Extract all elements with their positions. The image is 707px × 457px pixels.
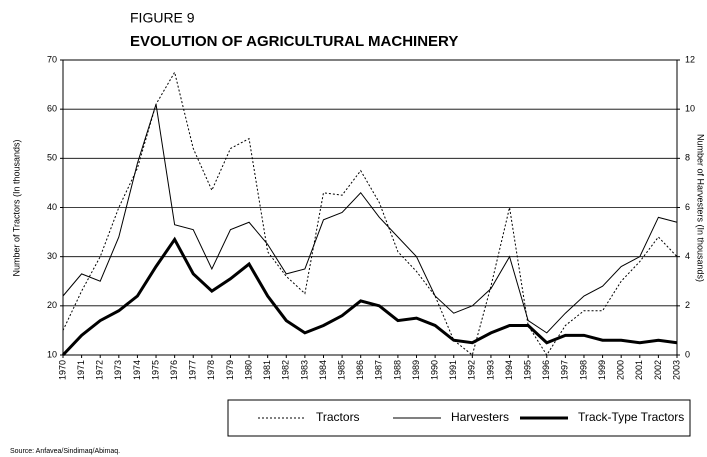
x-tick-label: 1992 (467, 360, 477, 380)
y-tick-label: 50 (47, 153, 57, 163)
y2-tick-label: 0 (685, 349, 690, 359)
x-tick-label: 1976 (169, 360, 179, 380)
x-tick-label: 2000 (616, 360, 626, 380)
x-tick-label: 1983 (299, 360, 309, 380)
y-tick-label: 60 (47, 104, 57, 114)
legend-box (227, 399, 691, 437)
x-tick-label: 1982 (281, 360, 291, 380)
x-tick-label: 1994 (504, 360, 514, 380)
x-tick-label: 1987 (374, 360, 384, 380)
x-tick-label: 1984 (318, 360, 328, 380)
x-tick-label: 1972 (95, 360, 105, 380)
y-tick-label: 10 (47, 349, 57, 359)
x-tick-label: 1996 (541, 360, 551, 380)
y-tick-label: 70 (47, 54, 57, 64)
x-tick-label: 2003 (671, 360, 681, 380)
x-tick-label: 1995 (523, 360, 533, 380)
x-tick-label: 1974 (132, 360, 142, 380)
x-tick-label: 1993 (485, 360, 495, 380)
x-tick-label: 1980 (243, 360, 253, 380)
y2-tick-label: 2 (685, 300, 690, 310)
y-tick-label: 20 (47, 300, 57, 310)
chart-title: EVOLUTION OF AGRICULTURAL MACHINERY (130, 33, 458, 50)
x-tick-label: 1978 (206, 360, 216, 380)
x-tick-label: 1997 (560, 360, 570, 380)
x-tick-label: 1970 (57, 360, 67, 380)
x-tick-label: 1981 (262, 360, 272, 380)
x-tick-label: 1977 (188, 360, 198, 380)
x-tick-label: 1988 (392, 360, 402, 380)
source-note: Source: Anfavea/Sindimaq/Abimaq. (10, 448, 120, 455)
x-tick-label: 1991 (448, 360, 458, 380)
y-tick-label: 30 (47, 251, 57, 261)
y2-tick-label: 6 (685, 202, 690, 212)
x-tick-label: 1979 (225, 360, 235, 380)
plot-frame (62, 59, 678, 356)
legend-label: Tractors (316, 410, 360, 424)
x-tick-label: 1986 (355, 360, 365, 380)
series-line (61, 236, 678, 357)
y-tick-label: 40 (47, 202, 57, 212)
x-tick-label: 1973 (113, 360, 123, 380)
x-tick-label: 1975 (150, 360, 160, 380)
x-tick-label: 2001 (634, 360, 644, 380)
y2-tick-label: 12 (685, 54, 695, 64)
x-tick-label: 1990 (429, 360, 439, 380)
x-tick-label: 1999 (597, 360, 607, 380)
legend-label: Track-Type Tractors (578, 410, 684, 424)
y2-tick-label: 4 (685, 251, 690, 261)
series-line (62, 104, 678, 334)
x-tick-label: 1985 (336, 360, 346, 380)
x-tick-label: 1989 (411, 360, 421, 380)
legend-label: Harvesters (451, 410, 509, 424)
y2-axis-label: Number of Harvesters (In thousands) (696, 134, 706, 282)
y-axis-label: Number of Tractors (In thousands) (11, 139, 21, 276)
series-line (62, 70, 678, 356)
x-tick-label: 1998 (578, 360, 588, 380)
figure-label: FIGURE 9 (130, 10, 195, 26)
y2-tick-label: 10 (685, 104, 695, 114)
x-tick-label: 1971 (76, 360, 86, 380)
x-tick-label: 2002 (653, 360, 663, 380)
y2-tick-label: 8 (685, 153, 690, 163)
